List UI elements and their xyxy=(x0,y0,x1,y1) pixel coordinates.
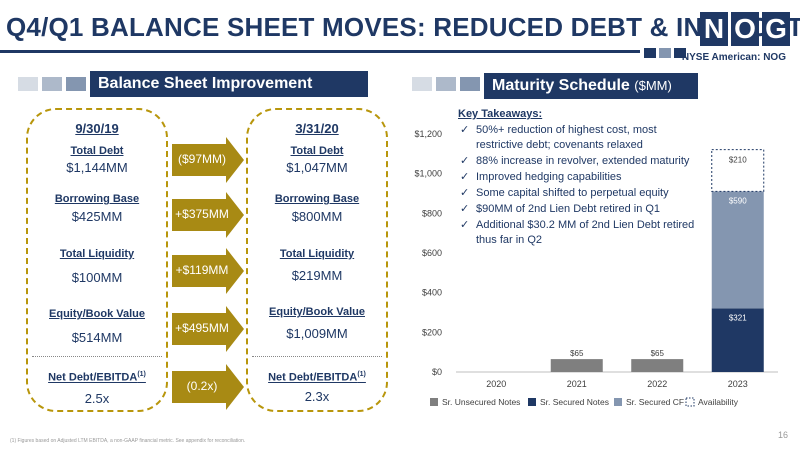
data-label: $590 xyxy=(729,196,747,205)
left-equity-value: $514MM xyxy=(71,330,123,345)
y-tick-label: $1,200 xyxy=(414,129,442,139)
y-tick-label: $0 xyxy=(432,367,442,377)
left-header-squares xyxy=(18,77,86,91)
y-tick-label: $800 xyxy=(422,208,442,218)
data-label: $321 xyxy=(729,313,747,322)
bar-segment xyxy=(711,149,765,192)
x-tick-label: 2022 xyxy=(647,379,667,389)
right-column-box xyxy=(246,108,388,412)
data-label: $210 xyxy=(729,156,747,165)
legend-label: Sr. Unsecured Notes xyxy=(442,397,520,407)
right-borrowing-base-label: Borrowing Base xyxy=(274,193,360,205)
left-total-liquidity-value: $100MM xyxy=(71,270,123,285)
right-date: 3/31/20 xyxy=(295,121,339,136)
takeaway-item: ✓ 88% increase in revolver, extended matu… xyxy=(460,155,690,167)
right-header-squares xyxy=(412,77,480,91)
left-column-box xyxy=(26,108,168,412)
left-net-debt-value: 2.5x xyxy=(84,391,110,406)
bar-segment xyxy=(631,359,684,372)
takeaway-item: ✓ $90MM of 2nd Lien Debt retired in Q1 xyxy=(460,203,661,215)
maturity-unit: ($MM) xyxy=(634,78,672,93)
left-total-debt-value: $1,144MM xyxy=(66,160,128,175)
key-takeaways: Key Takeaways: ✓ 50%+ reduction of highes… xyxy=(458,108,698,249)
right-total-debt-value: $1,047MM xyxy=(286,160,348,175)
legend-swatch xyxy=(685,397,695,407)
legend-swatch xyxy=(430,398,438,406)
x-tick-label: 2020 xyxy=(486,379,506,389)
change-arrow-total-debt: ($97MM) xyxy=(172,137,244,183)
check-icon: ✓ xyxy=(460,171,470,183)
takeaways-title: Key Takeaways: xyxy=(458,108,543,120)
data-label: $65 xyxy=(570,349,584,358)
left-equity-label: Equity/Book Value xyxy=(49,308,145,320)
accent-squares xyxy=(644,48,686,58)
exchange-label: NYSE American: NOG xyxy=(681,52,786,63)
right-borrowing-base-value: $800MM xyxy=(291,209,343,224)
right-total-liquidity-label: Total Liquidity xyxy=(279,248,355,260)
change-arrow-net-debt: (0.2x) xyxy=(172,364,244,410)
left-total-liquidity-label: Total Liquidity xyxy=(59,248,135,260)
left-date: 9/30/19 xyxy=(75,121,119,136)
footnote: (1) Figures based on Adjusted LTM EBITDA… xyxy=(10,438,246,444)
check-icon: ✓ xyxy=(460,203,470,215)
title-rule xyxy=(0,50,640,53)
right-equity-label: Equity/Book Value xyxy=(269,306,365,318)
takeaway-item: ✓ 50%+ reduction of highest cost, most re… xyxy=(460,124,657,151)
page-title: Q4/Q1 BALANCE SHEET MOVES: REDUCED DEBT … xyxy=(6,12,800,42)
x-tick-label: 2021 xyxy=(567,379,587,389)
x-tick-label: 2023 xyxy=(728,379,748,389)
right-net-debt-label: Net Debt/EBITDA(1) xyxy=(268,371,366,384)
change-borrowing-base: +$375MM xyxy=(175,207,229,221)
left-borrowing-base-label: Borrowing Base xyxy=(54,193,140,205)
change-arrow-liquidity: +$119MM xyxy=(172,248,244,294)
bar-segment xyxy=(550,359,603,372)
right-equity-value: $1,009MM xyxy=(286,326,348,341)
logo-letter-n: N xyxy=(700,12,728,46)
bar-segment xyxy=(711,308,764,372)
check-icon: ✓ xyxy=(460,155,470,167)
right-total-debt-label: Total Debt xyxy=(290,145,344,157)
maturity-chart: $0 $200 $400 $600 $800 $1,000 $1,200 2020 2021 $6… xyxy=(414,129,778,407)
takeaway-item: ✓ Additional $30.2 MM of 2nd Lien Debt re… xyxy=(460,219,695,246)
check-icon: ✓ xyxy=(460,187,470,199)
change-net-debt: (0.2x) xyxy=(186,379,218,393)
page-number: 16 xyxy=(777,430,788,440)
y-tick-label: $400 xyxy=(422,288,442,298)
left-net-debt-label: Net Debt/EBITDA(1) xyxy=(48,371,146,384)
legend-swatch xyxy=(528,398,536,406)
check-icon: ✓ xyxy=(460,219,470,231)
legend-swatch xyxy=(614,398,622,406)
legend-label: Sr. Secured Notes xyxy=(540,397,609,407)
change-equity: +$495MM xyxy=(175,321,229,335)
right-section-header: Maturity Schedule ($MM) xyxy=(484,73,698,99)
y-tick-label: $200 xyxy=(422,327,442,337)
change-total-debt: ($97MM) xyxy=(177,152,226,166)
check-icon: ✓ xyxy=(460,124,470,136)
legend-label: Availability xyxy=(698,397,739,407)
logo-letter-o: O xyxy=(731,12,759,46)
nog-logo: N O G xyxy=(700,12,790,46)
takeaway-item: ✓ Some capital shifted to perpetual equit… xyxy=(460,187,669,199)
left-section-header: Balance Sheet Improvement xyxy=(90,71,368,97)
change-arrow-borrowing-base: +$375MM xyxy=(172,192,244,238)
left-borrowing-base-value: $425MM xyxy=(71,209,123,224)
change-arrow-equity: +$495MM xyxy=(172,306,244,352)
takeaway-item: ✓ Improved hedging capabilities xyxy=(460,171,622,183)
change-liquidity: +$119MM xyxy=(175,263,229,277)
maturity-title: Maturity Schedule xyxy=(492,77,630,94)
data-label: $65 xyxy=(651,349,665,358)
bar-segment xyxy=(711,191,764,309)
right-divider xyxy=(252,356,382,357)
left-divider xyxy=(32,356,162,357)
legend-label: Sr. Secured CF xyxy=(626,397,684,407)
right-total-liquidity-value: $219MM xyxy=(291,268,343,283)
logo-letter-g: G xyxy=(762,12,790,46)
y-tick-label: $1,000 xyxy=(414,169,442,179)
y-tick-label: $600 xyxy=(422,248,442,258)
left-total-debt-label: Total Debt xyxy=(70,145,124,157)
right-net-debt-value: 2.3x xyxy=(304,389,330,404)
